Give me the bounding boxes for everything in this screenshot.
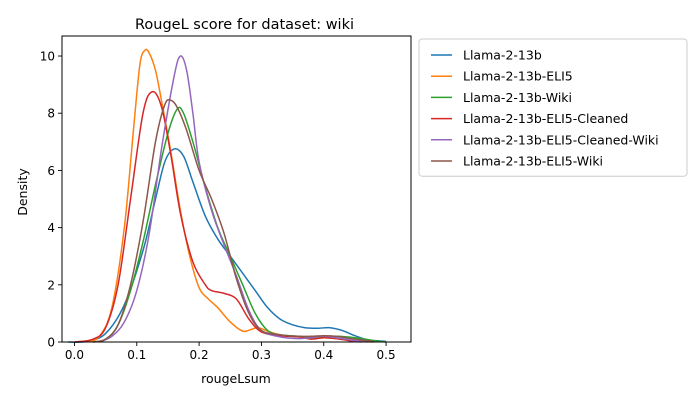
y-tick-label: 4: [47, 221, 55, 235]
y-tick-label: 0: [47, 336, 55, 350]
legend-label-1: Llama-2-13b: [463, 48, 542, 63]
x-tick-label: 0.2: [190, 348, 209, 362]
x-tick-label: 0.1: [127, 348, 146, 362]
x-tick-label: 0.4: [314, 348, 333, 362]
series-line-5: [99, 55, 368, 343]
series-layer: [68, 48, 387, 343]
x-tick-label: 0.0: [65, 348, 84, 362]
y-tick-label: 10: [40, 50, 55, 64]
series-line-4: [74, 90, 362, 343]
legend-label-3: Llama-2-13b-Wiki: [463, 90, 572, 105]
x-axis-label: rougeLsum: [201, 371, 271, 386]
y-tick-label: 6: [47, 164, 55, 178]
legend-label-2: Llama-2-13b-ELI5: [463, 69, 573, 84]
plot-frame: [61, 35, 412, 343]
series-line-6: [92, 98, 374, 343]
y-tick-label: 8: [47, 107, 55, 121]
series-line-2: [86, 48, 374, 343]
series-line-3: [92, 106, 387, 343]
y-tick-label: 2: [47, 278, 55, 292]
x-tick-label: 0.3: [252, 348, 271, 362]
chart-title: RougeL score for dataset: wiki: [135, 17, 354, 33]
ticks-layer: 0.0 0.1 0.2 0.3 0.4 0.5 0 2 4 6 8 10: [40, 50, 396, 362]
legend-frame: [418, 38, 688, 177]
legend-label-4: Llama-2-13b-ELI5-Cleaned: [463, 111, 628, 126]
legend: Llama-2-13b Llama-2-13b-ELI5 Llama-2-13b-W…: [418, 38, 688, 177]
x-tick-label: 0.5: [377, 348, 396, 362]
legend-label-5: Llama-2-13b-ELI5-Cleaned-Wiki: [463, 132, 659, 147]
legend-label-6: Llama-2-13b-ELI5-Wiki: [463, 154, 603, 169]
y-axis-label: Density: [15, 168, 30, 216]
